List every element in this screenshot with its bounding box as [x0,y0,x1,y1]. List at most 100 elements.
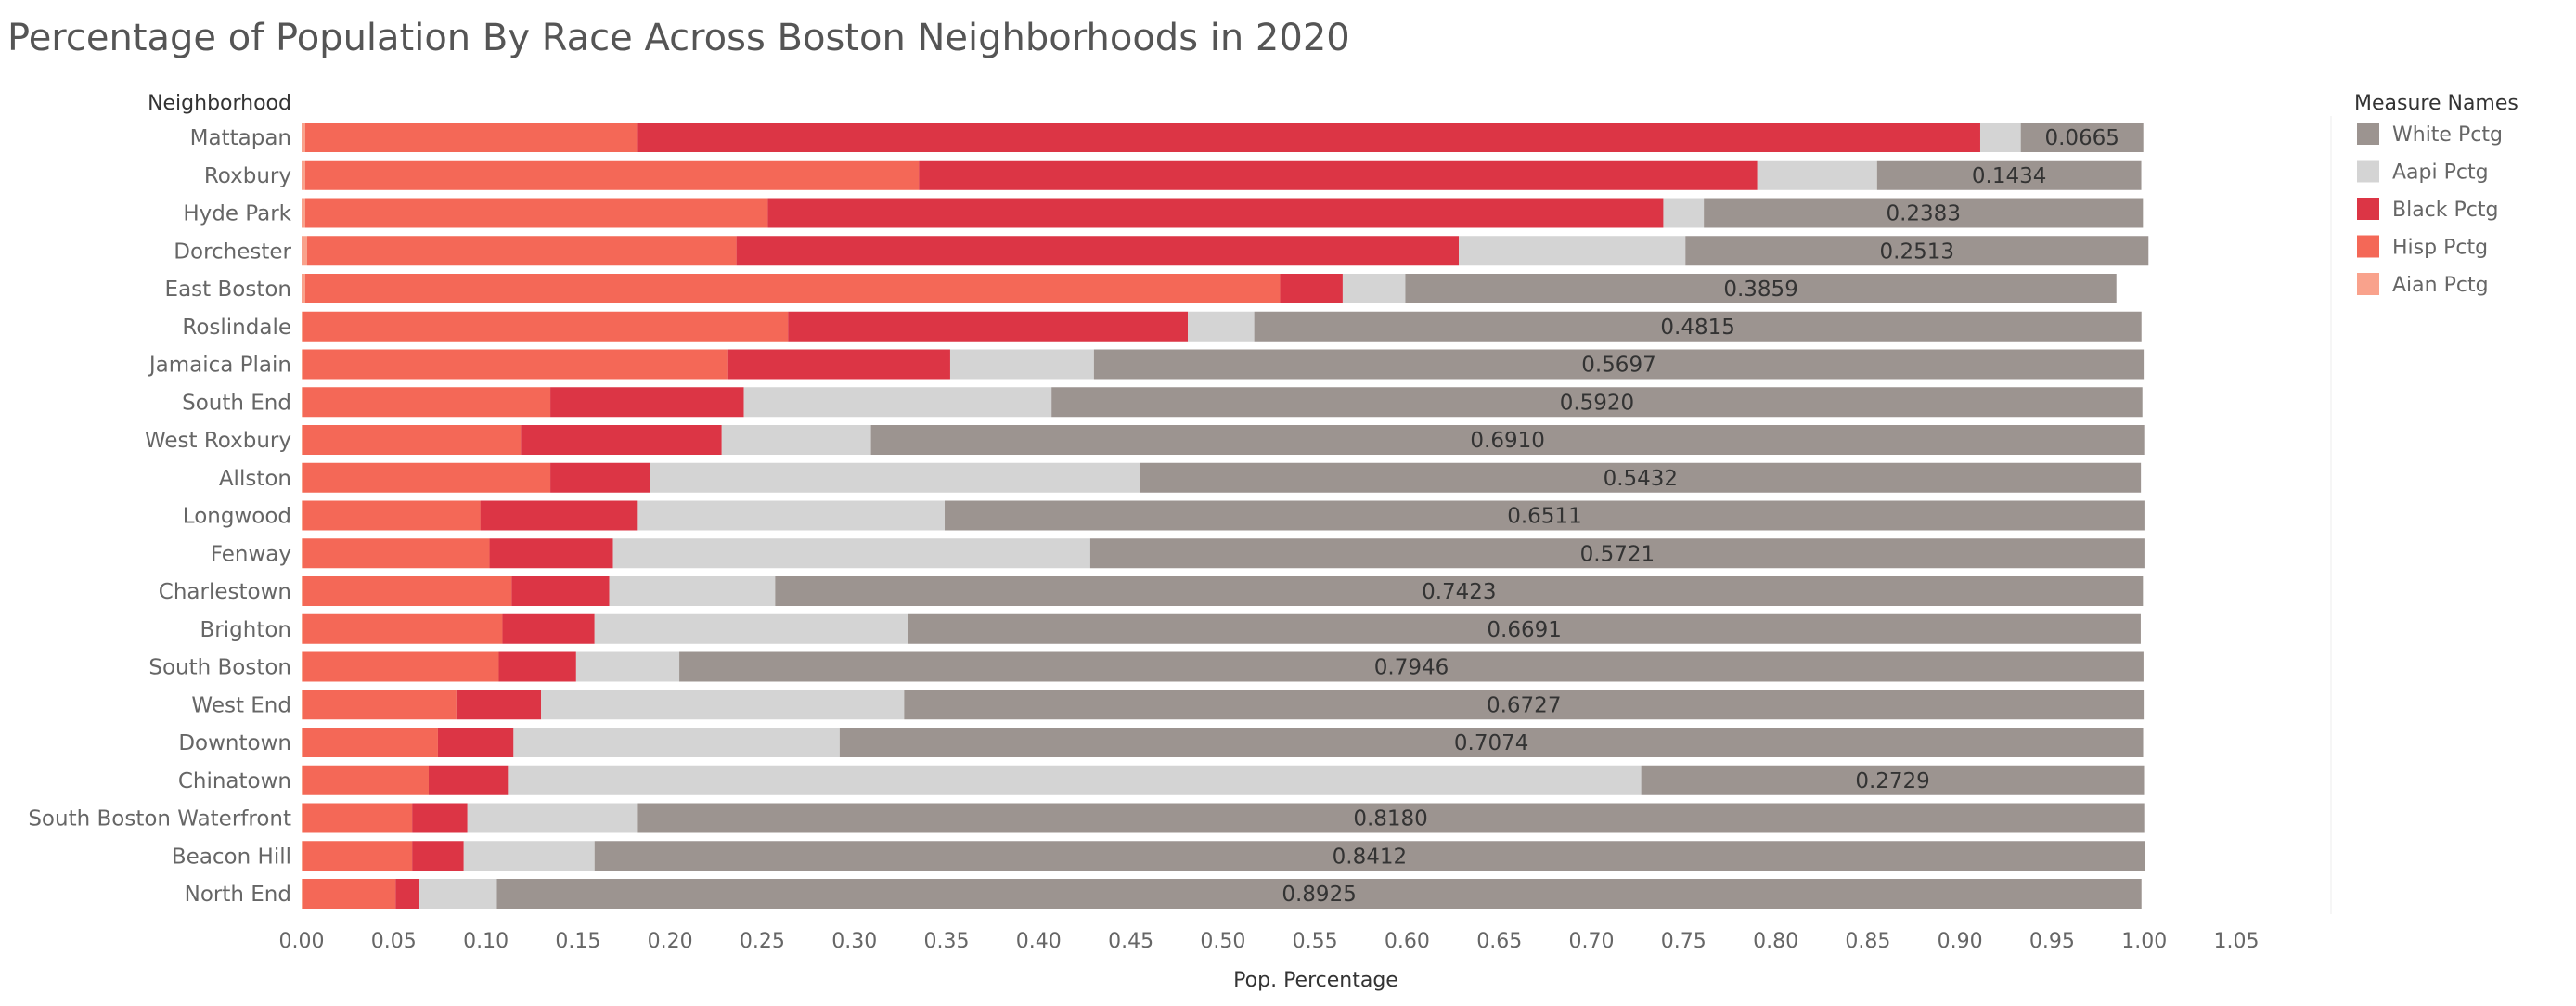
x-tick-label: 1.00 [2121,930,2167,953]
category-label: South End [182,391,291,415]
bar-segment-black-pctg [919,160,1758,190]
x-axis-label: Pop. Percentage [1233,969,1398,992]
bar-segment-black-pctg [521,425,722,455]
category-label: Jamaica Plain [148,354,291,378]
category-label: Beacon Hill [172,845,291,869]
data-label: 0.5721 [1580,542,1655,566]
bar-segment-hisp-pctg [304,274,1281,303]
category-label: Fenway [211,542,291,566]
bar-segment-hisp-pctg [306,236,737,266]
bar-segment-aapi-pctg [1663,198,1705,228]
legend-entry: Aapi Pctg [2392,161,2489,185]
data-label: 0.8925 [1282,883,1356,907]
data-label: 0.7074 [1454,731,1528,755]
data-label: 0.2513 [1880,239,1954,264]
bar-segment-hisp-pctg [303,387,551,418]
bar-segment-black-pctg [395,879,420,909]
bar-segment-white-pctg [1704,198,2144,228]
bar-segment-aapi-pctg [575,651,680,682]
bar-segment-hisp-pctg [304,198,768,228]
bar-segment-hisp-pctg [303,538,490,569]
bar-segment-aian-pctg [302,538,303,569]
bar-segment-white-pctg [1089,538,2145,569]
x-tick-label: 0.45 [1108,930,1153,953]
category-label: West Roxbury [145,429,291,453]
bar-segment-hisp-pctg [304,160,920,190]
x-tick-label: 0.55 [1293,930,1338,953]
category-label: Dorchester [174,239,291,264]
bar-segment-black-pctg [727,349,950,380]
bar-segment-hisp-pctg [303,462,551,493]
bar-segment-aapi-pctg [743,387,1052,418]
data-label: 0.1434 [1972,164,2046,188]
x-tick-label: 0.00 [279,930,325,953]
data-label: 0.8412 [1333,845,1407,869]
bar-segment-aapi-pctg [1979,123,2021,152]
bar-segment-aian-pctg [302,651,303,682]
bar-segment-hisp-pctg [303,576,512,606]
plot-area: Mattapan 0.0665 Roxbury 0.1434 Hyde Park 0.23… [28,116,2332,914]
bar-segment-white-pctg [679,651,2144,682]
legend-swatch [2357,198,2379,220]
bar-segment-aian-pctg [302,425,303,455]
legend-entry: White Pctg [2392,123,2503,147]
data-label: 0.5432 [1604,467,1678,491]
bar-segment-aian-pctg [302,690,303,720]
legend-entry: Black Pctg [2392,199,2498,222]
data-label: 0.6910 [1470,429,1544,453]
x-axis: 0.00 0.05 0.10 0.15 0.20 0.25 0.30 0.35 0.40 0.45… [279,930,2260,953]
bar-segment-white-pctg [2020,123,2144,152]
category-label: Chinatown [178,769,291,793]
bar-segment-hisp-pctg [303,879,396,909]
data-label: 0.7423 [1422,580,1496,604]
bar-segment-aian-pctg [302,803,303,833]
x-tick-label: 0.90 [1938,930,1983,953]
data-label: 0.7946 [1374,656,1449,680]
category-label: Roslindale [182,316,291,340]
legend-entry: Hisp Pctg [2392,237,2488,260]
bar-segment-white-pctg [496,879,2142,909]
legend-entry: Aian Pctg [2392,274,2489,297]
bar-segment-hisp-pctg [303,425,522,455]
bar-segment-white-pctg [775,576,2144,606]
category-label: North End [185,883,291,907]
bar-segment-black-pctg [736,236,1460,266]
bar-segment-black-pctg [437,728,514,757]
bar-segment-black-pctg [480,500,638,531]
bar-segment-white-pctg [1051,387,2143,418]
bar-segment-black-pctg [489,538,613,569]
bar-segment-aapi-pctg [1188,311,1255,342]
bar-segment-aian-pctg [302,198,305,228]
bar-segment-hisp-pctg [304,123,638,152]
bar-segment-aapi-pctg [513,728,840,757]
chart-title: Percentage of Population By Race Across … [7,17,1350,59]
row-header: Neighborhood [148,92,291,115]
legend-swatch [2357,273,2379,295]
bar-segment-aian-pctg [302,613,303,644]
x-tick-label: 0.70 [1569,930,1615,953]
bar-segment-white-pctg [839,728,2144,757]
x-tick-label: 0.35 [924,930,970,953]
bar-segment-hisp-pctg [303,765,430,795]
legend-swatch [2357,123,2379,145]
x-tick-label: 0.80 [1753,930,1798,953]
bar-segment-white-pctg [594,841,2145,871]
bar-segment-hisp-pctg [303,349,728,380]
category-label: Allston [219,467,291,491]
bar-segment-aian-pctg [302,311,303,342]
bar-segment-white-pctg [1641,765,2145,795]
bar-segment-black-pctg [1280,274,1343,303]
bar-segment-aian-pctg [302,728,303,757]
bar-segment-hisp-pctg [303,803,413,833]
bar-segment-aapi-pctg [1459,236,1686,266]
bar-segment-white-pctg [870,425,2145,455]
x-tick-label: 0.75 [1661,930,1707,953]
x-tick-label: 0.85 [1845,930,1890,953]
x-tick-label: 0.60 [1385,930,1430,953]
x-tick-label: 0.30 [831,930,877,953]
bar-segment-white-pctg [904,690,2145,720]
bar-segment-aian-pctg [302,841,303,871]
data-label: 0.5920 [1560,391,1634,415]
bar-segment-aapi-pctg [650,462,1140,493]
bar-segment-aian-pctg [302,349,303,380]
